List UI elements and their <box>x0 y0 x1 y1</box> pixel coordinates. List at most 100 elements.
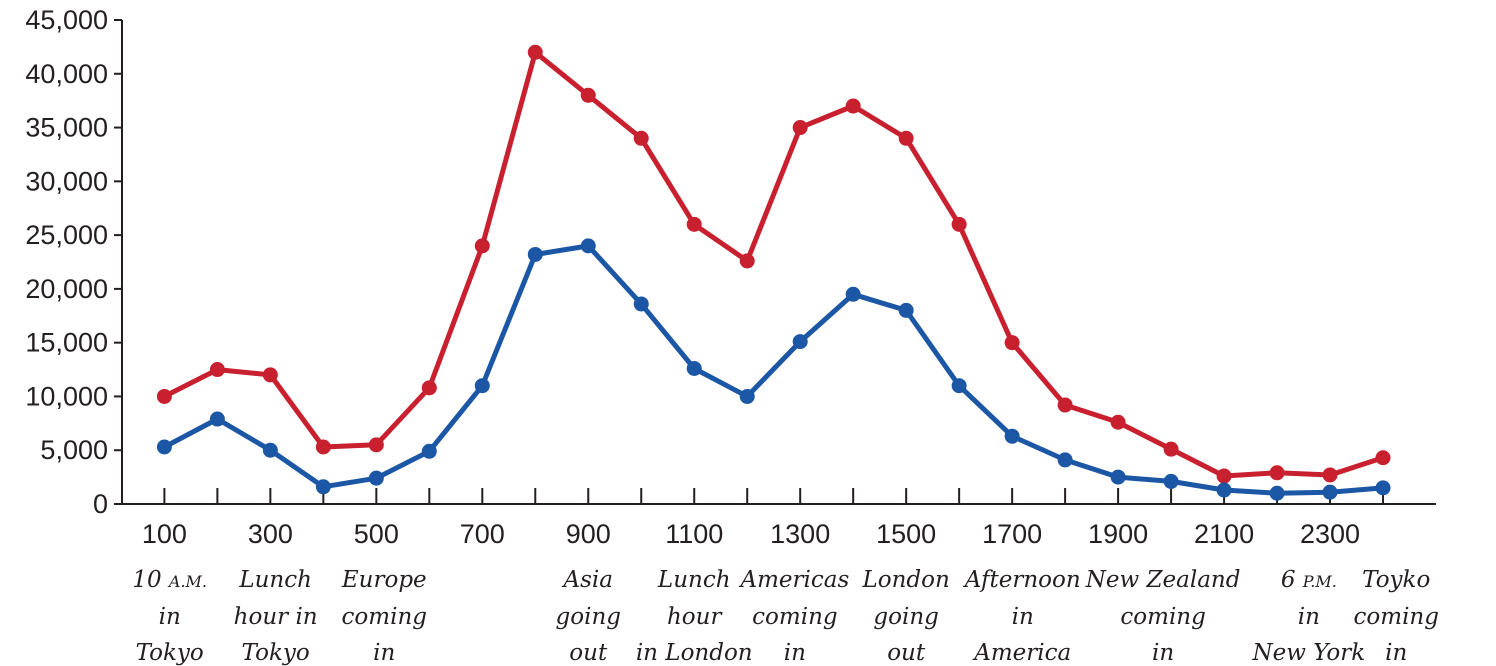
series-1-point <box>846 99 861 114</box>
time-annotation: 10 A.M. in Tokyo <box>132 567 207 666</box>
series-2-point <box>1164 474 1179 489</box>
series-2-point <box>1111 470 1126 485</box>
series-1-point <box>1270 465 1285 480</box>
series-2-point <box>528 247 543 262</box>
annotation-line: coming <box>752 604 837 630</box>
series-2-point <box>687 361 702 376</box>
annotation-line: Afternoon <box>963 567 1081 593</box>
time-annotation: London going out <box>861 567 949 666</box>
annotation-line: Tokyo <box>136 640 204 666</box>
annotation-line: 10 A.M. <box>132 567 207 593</box>
series-1-point <box>952 217 967 232</box>
time-annotation: Americas coming in <box>739 567 850 666</box>
annotation-line: going <box>556 604 621 630</box>
annotation-line: in <box>1385 640 1407 666</box>
series-2-point <box>581 238 596 253</box>
time-annotation: Toyko coming in <box>1354 567 1439 666</box>
series-1-point <box>1323 467 1338 482</box>
series-2-point <box>1323 485 1338 500</box>
series-1-point <box>1005 335 1020 350</box>
series-2-point <box>634 296 649 311</box>
series-2-point <box>846 287 861 302</box>
series-2-point <box>157 439 172 454</box>
series-1-point <box>475 238 490 253</box>
series-2-point <box>210 412 225 427</box>
annotation-line: hour in <box>234 604 318 630</box>
series-2-point <box>1058 452 1073 467</box>
annotation-line: Americas <box>739 567 850 593</box>
series-lines <box>157 45 1391 501</box>
annotation-line: Lunch <box>238 567 312 593</box>
series-line-2 <box>164 246 1383 493</box>
x-tick-label: 1900 <box>1088 519 1148 549</box>
annotation-line: 6 P.M. <box>1281 567 1337 593</box>
series-2-point <box>899 303 914 318</box>
time-annotation: Asia going out <box>556 567 621 666</box>
x-axis: 100 300 500 700 900 1100 1300 1500 1700 1900 2100 2… <box>122 488 1436 549</box>
annotation-line: Asia <box>562 567 613 593</box>
series-2-point <box>369 471 384 486</box>
y-axis: 0 5,000 10,000 15,000 20,000 25,000 30,000 35,0… <box>25 5 122 519</box>
x-tick-label: 1100 <box>665 519 723 549</box>
y-tick-label: 10,000 <box>25 381 108 411</box>
x-tick-label: 2300 <box>1300 519 1360 549</box>
annotation-line: coming <box>342 604 427 630</box>
annotation-line: in <box>159 604 181 630</box>
time-annotation: New Zealand coming in <box>1085 567 1241 666</box>
annotation-line: in <box>1152 640 1174 666</box>
series-1-point <box>157 389 172 404</box>
series-1-point <box>1376 450 1391 465</box>
x-tick-label: 700 <box>460 519 505 549</box>
series-1-point <box>1111 415 1126 430</box>
series-1-point <box>316 439 331 454</box>
x-tick-label: 100 <box>142 519 187 549</box>
series-1-point <box>263 367 278 382</box>
series-1-point <box>422 380 437 395</box>
series-2-point <box>422 444 437 459</box>
annotation-line: in <box>1012 604 1034 630</box>
x-tick-label: 900 <box>566 519 611 549</box>
series-2-point <box>1005 429 1020 444</box>
time-annotation: Lunch hour in Tokyo <box>234 567 318 666</box>
annotation-line: coming <box>1120 604 1205 630</box>
time-annotation: Lunch hour in London <box>636 567 753 666</box>
series-2-point <box>316 479 331 494</box>
y-tick-label: 0 <box>93 489 108 519</box>
time-annotation: Europe coming in <box>341 567 427 666</box>
series-1-point <box>740 253 755 268</box>
annotation-line: coming <box>1354 604 1439 630</box>
series-2-point <box>263 443 278 458</box>
x-tick-label: 500 <box>354 519 399 549</box>
annotation-line: in London <box>636 640 753 666</box>
series-1-point <box>1164 442 1179 457</box>
annotation-line: out <box>887 640 926 666</box>
y-tick-label: 20,000 <box>25 274 108 304</box>
series-1-point <box>1217 469 1232 484</box>
y-tick-label: 35,000 <box>25 113 108 143</box>
series-2-point <box>1270 486 1285 501</box>
series-2-point <box>475 378 490 393</box>
annotation-line: in <box>373 640 395 666</box>
series-line-1 <box>164 52 1383 476</box>
x-tick-label: 1300 <box>770 519 830 549</box>
y-tick-label: 40,000 <box>25 59 108 89</box>
series-1-point <box>793 120 808 135</box>
x-tick-label: 300 <box>248 519 293 549</box>
annotation-line: in <box>784 640 806 666</box>
annotation-line: hour <box>667 604 723 630</box>
series-1-point <box>634 131 649 146</box>
annotation-line: New York <box>1251 640 1365 666</box>
annotation-line: in <box>1298 604 1320 630</box>
series-2-point <box>1376 480 1391 495</box>
series-1-point <box>210 362 225 377</box>
series-1-point <box>581 88 596 103</box>
time-annotation: 6 P.M. in New York <box>1251 567 1365 666</box>
x-tick-label: 1500 <box>876 519 936 549</box>
time-annotation: Afternoon in America <box>963 567 1081 666</box>
x-tick-label: 2100 <box>1194 519 1254 549</box>
series-1-point <box>528 45 543 60</box>
y-tick-label: 45,000 <box>25 5 108 35</box>
series-1-point <box>687 217 702 232</box>
annotation-line: London <box>861 567 949 593</box>
